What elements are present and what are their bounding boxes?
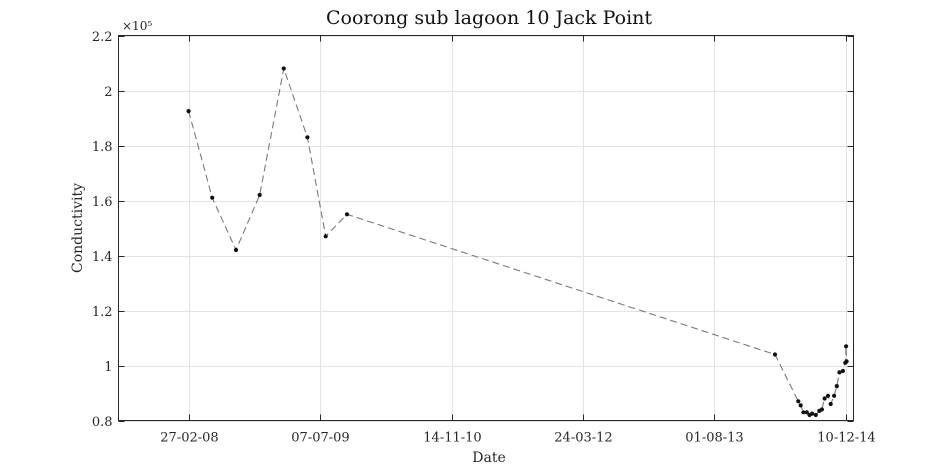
data-point — [186, 109, 191, 114]
data-point — [257, 192, 262, 198]
data-point — [210, 195, 215, 200]
ticks: 27-02-08 07-07-09 14-11-10 24-03-12 01-08-13… — [92, 30, 876, 446]
x-axis-label: Date — [472, 450, 505, 466]
y-tick-label: 0.8 — [92, 415, 113, 430]
y-tick-label: 1.4 — [92, 250, 113, 265]
data-point — [798, 403, 803, 408]
x-tick-label: 27-02-08 — [160, 431, 218, 446]
x-tick-label: 10-12-14 — [817, 431, 875, 446]
data-point — [772, 352, 778, 357]
data-point — [844, 359, 849, 364]
series-line — [188, 66, 848, 416]
data-point — [822, 396, 827, 401]
x-tick-label: 01-08-13 — [685, 431, 743, 446]
data-point — [840, 368, 846, 374]
grid — [118, 35, 854, 422]
y-tick-label: 1.6 — [92, 195, 113, 210]
x-tick-label: 14-11-10 — [423, 431, 481, 446]
data-point — [832, 393, 837, 398]
data-point — [344, 212, 350, 217]
y-tick-label: 1.2 — [92, 305, 113, 320]
y-exponent-label: ×10⁵ — [122, 19, 152, 33]
data-point — [801, 410, 806, 415]
y-tick-label: 1 — [104, 360, 112, 375]
chart-title: Coorong sub lagoon 10 Jack Point — [326, 7, 652, 29]
data-point — [819, 407, 825, 412]
data-point — [844, 344, 849, 349]
data-point — [796, 399, 801, 404]
data-point — [837, 370, 842, 375]
y-axis-label: Conductivity — [70, 183, 86, 273]
y-tick-label: 1.8 — [92, 140, 113, 155]
data-point — [804, 410, 809, 415]
data-point — [305, 135, 310, 140]
plot-frame — [118, 35, 854, 421]
data-point — [233, 247, 239, 253]
data-point — [825, 393, 831, 398]
data-point — [810, 411, 815, 416]
y-tick-label: 2 — [104, 85, 112, 100]
data-point — [281, 66, 286, 71]
x-tick-label: 24-03-12 — [554, 431, 612, 446]
x-tick-label: 07-07-09 — [291, 431, 349, 446]
data-point — [323, 234, 328, 239]
data-point — [813, 412, 818, 418]
y-tick-label: 2.2 — [92, 30, 113, 45]
data-point — [834, 384, 839, 389]
series-layer — [186, 66, 849, 418]
data-point — [828, 401, 833, 407]
